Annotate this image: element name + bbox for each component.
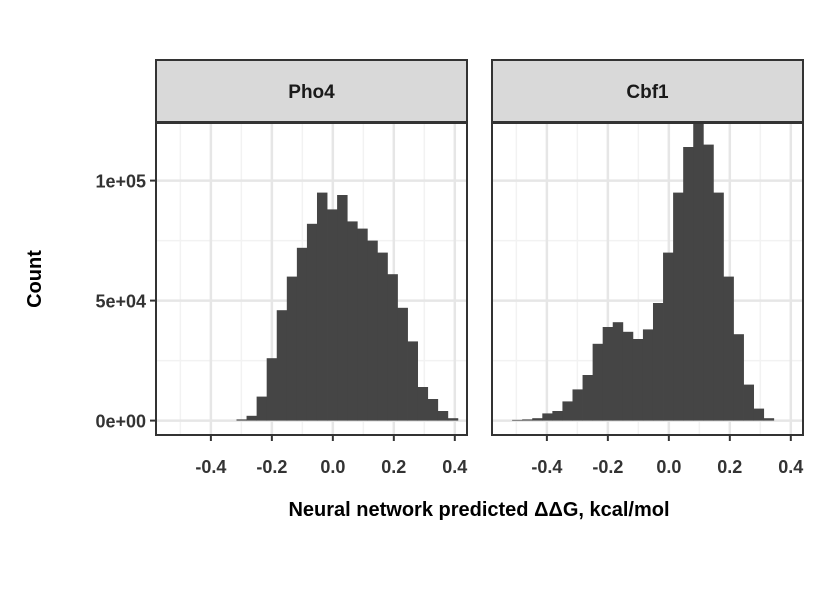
x-tick-label: -0.4: [195, 457, 226, 477]
facet-pho4: Pho4 -0.4 -0.2 0.0 0.2 0.4: [155, 59, 468, 477]
histogram-bar: [612, 322, 624, 421]
histogram-bar: [673, 192, 684, 421]
histogram-bar: [532, 418, 543, 421]
histogram-bar: [327, 209, 338, 421]
histogram-bar: [427, 399, 439, 421]
histogram-bar: [306, 223, 318, 421]
histogram-bar: [582, 375, 594, 421]
histogram-bar: [266, 358, 278, 421]
histogram-bar: [663, 252, 674, 421]
histogram-bar: [642, 329, 654, 421]
histogram-bar: [542, 413, 553, 421]
histogram-bar: [347, 221, 358, 421]
histogram-bar: [236, 419, 247, 421]
facets-layer: Pho4 -0.4 -0.2 0.0 0.2 0.4 Cbf1 -0.4 -0.2 0.0 0.2 0…: [155, 59, 804, 477]
x-tick-label: -0.4: [531, 457, 562, 477]
histogram-bar: [522, 419, 533, 421]
histogram-bar: [693, 118, 704, 421]
histogram-bar: [753, 408, 765, 421]
y-axis: 0e+00 5e+04 1e+05: [95, 172, 156, 432]
histogram-bar: [743, 384, 755, 421]
histogram-bar: [256, 396, 268, 421]
x-axis-title: Neural network predicted ΔΔG, kcal/mol: [288, 499, 669, 521]
histogram-bar: [602, 327, 614, 421]
histogram-bar: [437, 411, 449, 421]
histogram-bar: [562, 401, 573, 421]
histogram-bar: [572, 389, 583, 421]
histogram-bar: [703, 144, 714, 421]
facet-strip-label: Pho4: [288, 82, 335, 103]
x-tick-label: -0.2: [592, 457, 623, 477]
x-tick-label: 0.4: [442, 457, 467, 477]
histogram-bar: [652, 303, 664, 421]
histogram-bar: [397, 307, 408, 421]
facet-strip-label: Cbf1: [626, 82, 669, 103]
histogram-bar: [622, 331, 634, 421]
x-tick-label: 0.4: [778, 457, 803, 477]
facet-strip: [155, 59, 468, 123]
facet-strip: [491, 59, 804, 123]
histogram-bar: [683, 147, 694, 421]
y-tick-label: 0e+00: [95, 412, 146, 432]
x-tick-label: 0.0: [320, 457, 345, 477]
x-tick-label: 0.0: [656, 457, 681, 477]
histogram-bar: [357, 228, 368, 421]
histogram-bar: [592, 343, 604, 421]
histogram-bar: [286, 276, 298, 421]
histogram-bar: [276, 310, 288, 421]
histogram-bar: [367, 240, 378, 421]
histogram-bar: [337, 195, 348, 421]
histogram-bar: [447, 418, 459, 421]
facet-cbf1: Cbf1 -0.4 -0.2 0.0 0.2 0.4: [491, 59, 804, 477]
histogram-bar: [387, 274, 398, 421]
histogram-bar: [713, 192, 724, 421]
histogram-bar: [246, 415, 258, 421]
histogram-bar: [417, 387, 429, 421]
histogram-bar: [316, 192, 328, 421]
histogram-bar: [763, 418, 775, 421]
histogram-bar: [552, 411, 563, 421]
x-tick-label: 0.2: [381, 457, 406, 477]
histogram-bar: [632, 339, 644, 421]
y-tick-label: 1e+05: [95, 172, 146, 192]
x-tick-label: -0.2: [256, 457, 287, 477]
y-tick-label: 5e+04: [95, 292, 146, 312]
histogram-bar: [407, 341, 419, 421]
histogram-bar: [377, 252, 388, 421]
y-axis-title: Count: [24, 250, 46, 308]
histogram-bar: [512, 419, 523, 421]
histogram-bar: [723, 276, 734, 421]
histogram-bar: [733, 334, 744, 421]
x-tick-label: 0.2: [717, 457, 742, 477]
histogram-bar: [296, 247, 308, 421]
